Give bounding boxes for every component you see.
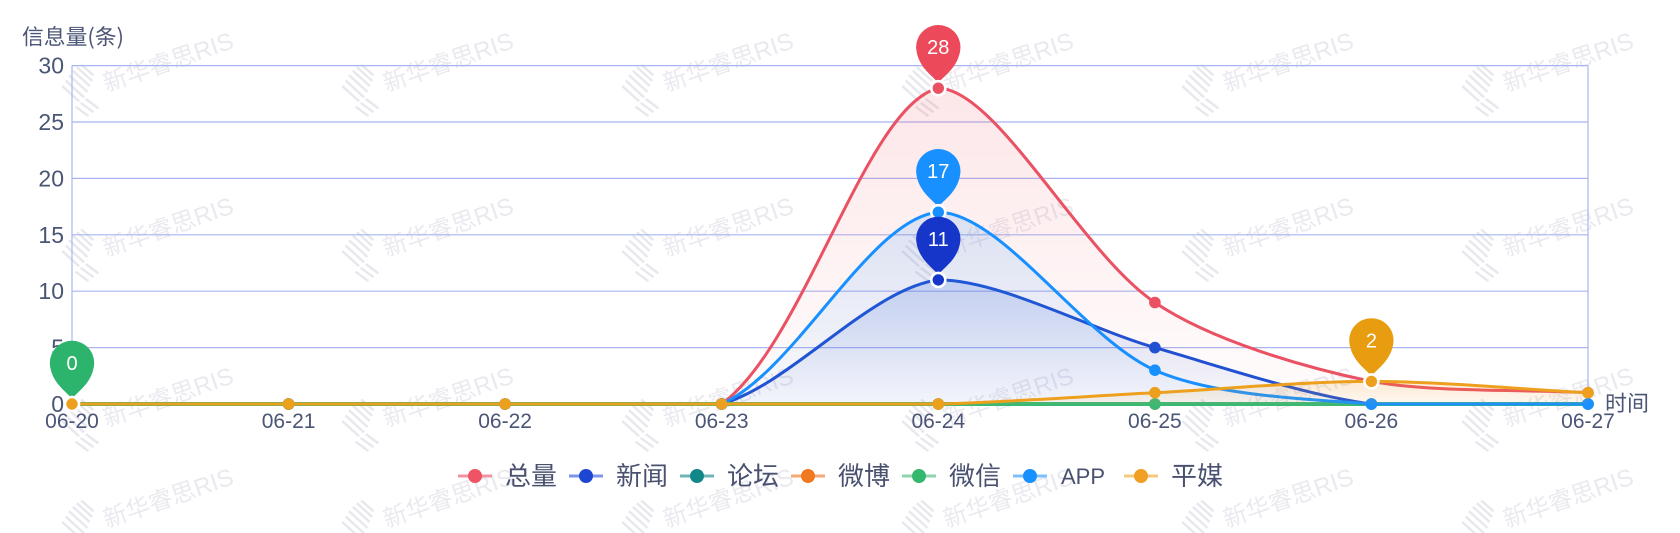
- svg-text:20: 20: [38, 165, 64, 191]
- svg-text:06-22: 06-22: [478, 410, 532, 433]
- svg-text:06-20: 06-20: [45, 410, 99, 433]
- svg-text:2: 2: [1366, 330, 1377, 352]
- svg-text:06-21: 06-21: [262, 410, 316, 433]
- svg-text:10: 10: [38, 278, 64, 304]
- svg-text:30: 30: [38, 53, 64, 79]
- svg-text:28: 28: [927, 37, 949, 59]
- svg-text:11: 11: [928, 229, 949, 251]
- svg-text:06-27: 06-27: [1561, 410, 1615, 433]
- svg-text:06-24: 06-24: [911, 410, 965, 433]
- svg-text:06-25: 06-25: [1128, 410, 1182, 433]
- svg-text:06-26: 06-26: [1345, 410, 1399, 433]
- svg-text:25: 25: [38, 109, 64, 135]
- svg-text:06-23: 06-23: [695, 410, 749, 433]
- svg-text:0: 0: [66, 353, 77, 375]
- svg-text:0: 0: [51, 391, 64, 417]
- svg-text:17: 17: [927, 161, 949, 183]
- svg-text:15: 15: [38, 222, 64, 248]
- svg-text:APP: APP: [1061, 464, 1105, 489]
